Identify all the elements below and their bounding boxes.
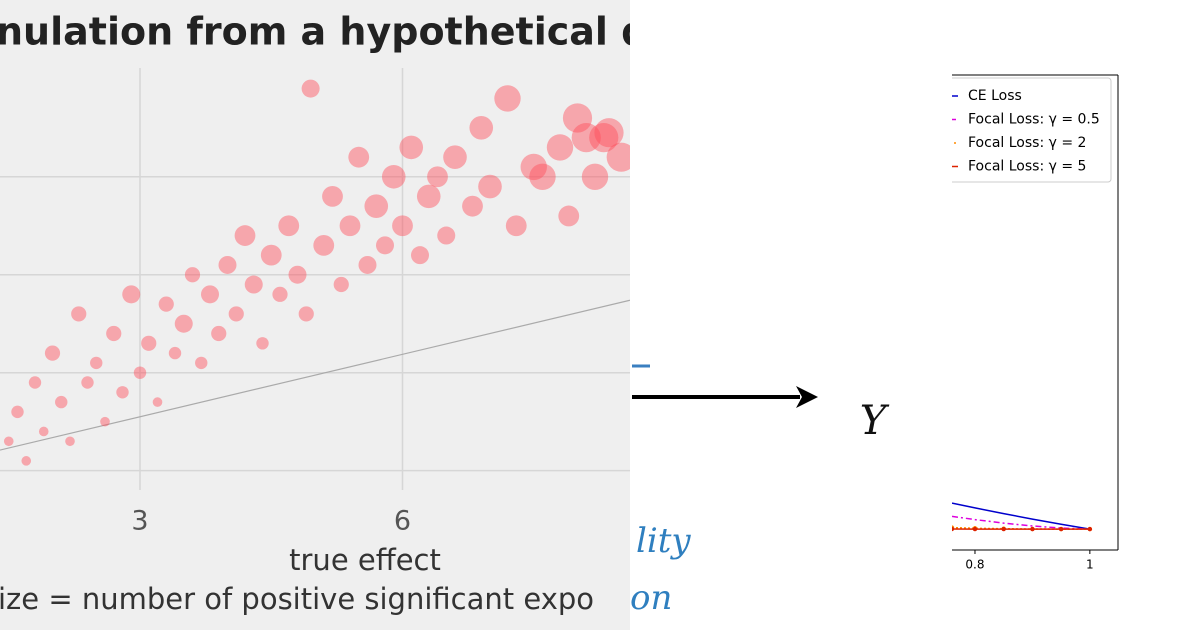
point [28, 376, 42, 389]
point [462, 195, 483, 217]
point [505, 215, 527, 237]
point [427, 166, 448, 188]
point [339, 215, 361, 237]
point [71, 306, 87, 322]
point [3, 436, 14, 447]
point [392, 215, 413, 237]
point [494, 85, 521, 112]
point [381, 164, 406, 189]
point [298, 306, 314, 322]
point [168, 346, 182, 360]
point [364, 194, 389, 218]
point [589, 122, 619, 153]
point [546, 134, 574, 161]
diagram-text: lity [636, 521, 691, 561]
line [952, 515, 1090, 530]
x-tick-label: 1 [1086, 558, 1094, 572]
point [322, 185, 343, 207]
point [174, 314, 193, 333]
point [562, 103, 593, 133]
point [90, 356, 103, 370]
legend-label: CE Loss [968, 88, 1022, 104]
point [218, 255, 237, 274]
marker [1058, 526, 1064, 532]
point [558, 205, 580, 227]
marker [1087, 526, 1093, 532]
point [211, 325, 227, 342]
scatter-panel [0, 0, 630, 630]
point [313, 234, 335, 256]
x-tick-label: 6 [394, 506, 411, 537]
point [416, 184, 441, 209]
caption: ize = number of positive significant exp… [0, 582, 594, 616]
point [100, 416, 110, 427]
legend-box [952, 77, 1112, 183]
point [158, 296, 174, 312]
point [348, 146, 370, 168]
point [201, 285, 219, 304]
point [581, 163, 609, 190]
x-tick-label: 3 [131, 506, 148, 537]
point [152, 397, 163, 407]
arrow-head [796, 386, 818, 408]
point [437, 226, 456, 245]
point [399, 135, 424, 160]
marker [972, 526, 978, 532]
point [301, 79, 320, 98]
output-label: Y [860, 398, 890, 444]
chart-title: nulation from a hypothetical dist [0, 10, 702, 54]
point [81, 376, 94, 389]
point [44, 345, 61, 361]
point [133, 366, 147, 379]
point [122, 285, 141, 304]
point [333, 276, 349, 293]
point [520, 153, 547, 181]
point [376, 236, 394, 255]
point [195, 356, 208, 370]
point [234, 225, 256, 246]
point [65, 436, 75, 447]
point [21, 456, 32, 466]
legend-label: Focal Loss: γ = 5 [968, 159, 1086, 175]
point [358, 255, 377, 274]
point [571, 122, 601, 153]
point [256, 337, 269, 350]
legend-label: Focal Loss: γ = 2 [968, 135, 1086, 151]
x-axis-label: true effect [289, 543, 441, 577]
point [11, 405, 24, 419]
marker [1030, 526, 1035, 532]
point [411, 246, 429, 265]
point [106, 325, 122, 342]
point [443, 145, 467, 169]
line [952, 502, 1090, 530]
point [184, 267, 201, 283]
point [260, 244, 282, 266]
point [141, 335, 157, 351]
point [38, 426, 49, 437]
point [228, 306, 244, 322]
point [55, 395, 68, 409]
reference-line [0, 299, 630, 451]
point [278, 215, 300, 237]
point [116, 386, 129, 399]
point [272, 286, 288, 302]
point [606, 142, 630, 172]
point [594, 118, 624, 148]
marker [952, 526, 955, 532]
point [478, 174, 502, 199]
marker [1001, 526, 1006, 532]
x-tick-label: 0.8 [965, 558, 984, 572]
diagram-text: on [630, 578, 672, 618]
legend-label: Focal Loss: γ = 0.5 [968, 112, 1100, 128]
point [529, 163, 556, 190]
point [469, 115, 494, 140]
point [288, 265, 307, 284]
point [244, 275, 263, 294]
